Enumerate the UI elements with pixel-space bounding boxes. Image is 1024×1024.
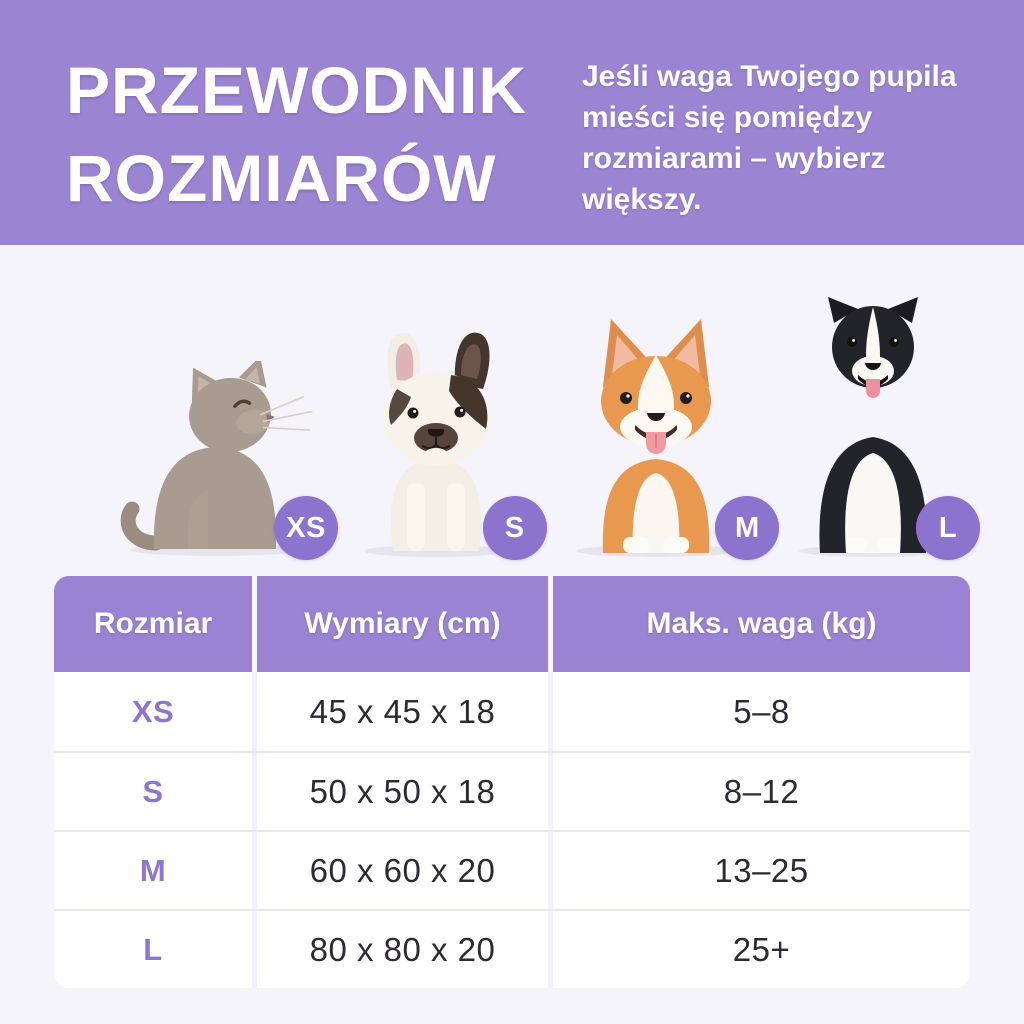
cell-dimensions: 45 x 45 x 18 (252, 672, 548, 751)
cell-weight: 13–25 (548, 832, 970, 909)
table-header-row: Rozmiar Wymiary (cm) Maks. waga (kg) (54, 576, 970, 672)
page-title-line2: ROZMIARÓW (66, 141, 497, 215)
cell-dimensions: 80 x 80 x 20 (252, 911, 548, 988)
pet-corgi: M (549, 313, 780, 562)
cell-dimensions: 50 x 50 x 18 (252, 753, 548, 830)
corgi-image (576, 319, 737, 557)
pet-cat: XS (110, 356, 338, 562)
french-bulldog-image (363, 332, 508, 557)
cat-image (120, 356, 313, 556)
header-banner: PRZEWODNIK ROZMIARÓW Jeśli waga Twojego … (0, 0, 1024, 245)
column-header-size: Rozmiar (54, 576, 252, 672)
pet-border-collie: L (782, 295, 980, 562)
cell-size: XS (131, 693, 175, 729)
cell-size: M (139, 852, 167, 888)
size-badge-xs: XS (274, 496, 338, 560)
column-header-dimensions: Wymiary (cm) (252, 576, 548, 672)
table-row-s: S 50 x 50 x 18 8–12 (54, 751, 970, 830)
cell-weight: 25+ (548, 911, 970, 988)
cell-dimensions: 60 x 60 x 20 (252, 832, 548, 909)
cell-weight: 8–12 (548, 753, 970, 830)
pet-french-bulldog: S (341, 325, 547, 562)
header-note: Jeśli waga Twojego pupila mieści się pom… (582, 60, 957, 216)
size-guide-infographic: PRZEWODNIK ROZMIARÓW Jeśli waga Twojego … (0, 0, 1024, 988)
page-title: PRZEWODNIK ROZMIARÓW (66, 46, 527, 245)
size-badge-s: S (482, 496, 547, 560)
table-row-xs: XS 45 x 45 x 18 5–8 (54, 672, 970, 751)
border-collie-image (798, 297, 947, 557)
size-table: Rozmiar Wymiary (cm) Maks. waga (kg) XS … (54, 576, 970, 988)
cell-weight: 5–8 (548, 672, 970, 751)
cell-size: S (142, 773, 164, 809)
size-badge-l: L (915, 496, 980, 560)
cell-size: L (143, 931, 163, 967)
column-header-max-weight: Maks. waga (kg) (548, 576, 970, 672)
size-badge-m: M (715, 496, 780, 560)
table-row-m: M 60 x 60 x 20 13–25 (54, 830, 970, 909)
table-body: XS 45 x 45 x 18 5–8 S 50 x 50 x 18 8–12 … (54, 672, 970, 988)
table-row-l: L 80 x 80 x 20 25+ (54, 909, 970, 988)
pets-row: XS (0, 245, 1024, 576)
page-title-line1: PRZEWODNIK (66, 53, 527, 127)
